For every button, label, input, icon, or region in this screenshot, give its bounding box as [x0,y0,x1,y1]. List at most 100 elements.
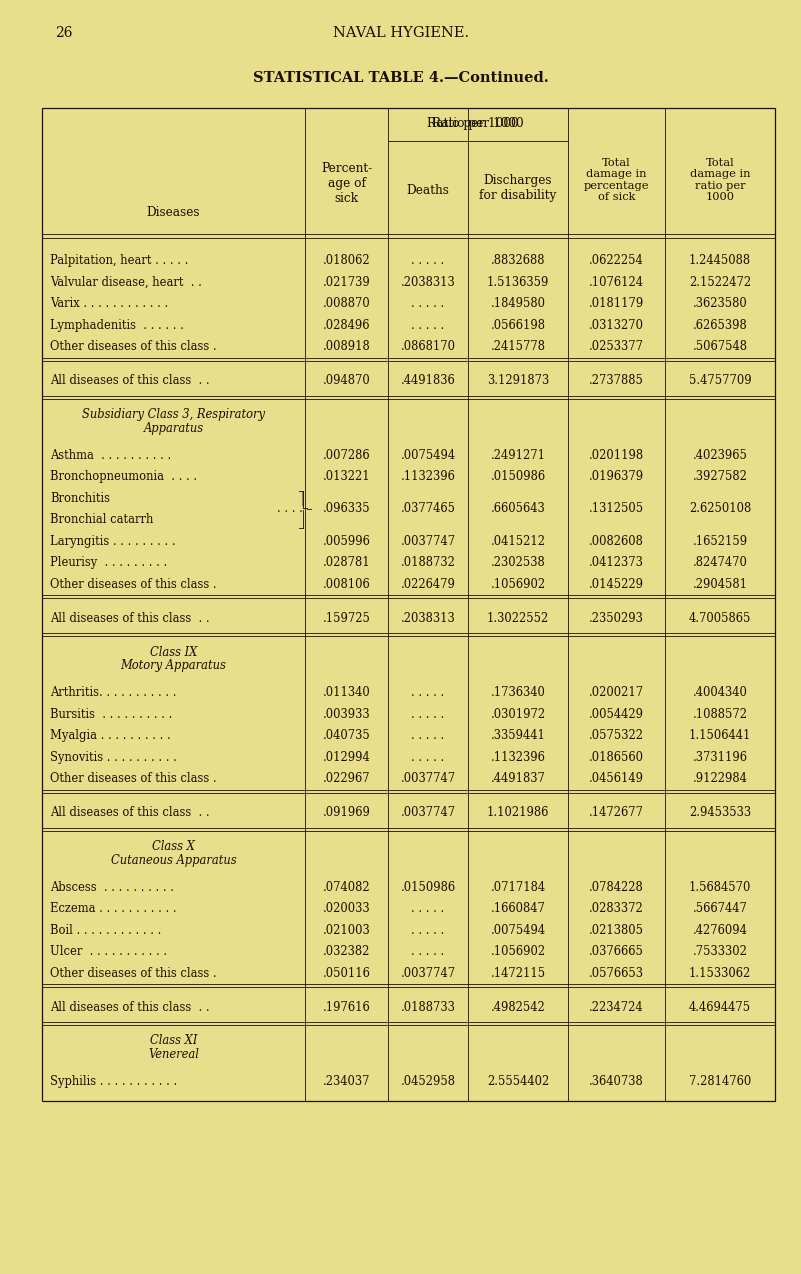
Text: 1.5136359: 1.5136359 [487,275,549,289]
Text: 1.1506441: 1.1506441 [689,729,751,743]
Text: Bronchopneumonia  . . . .: Bronchopneumonia . . . . [50,470,197,483]
Text: Boil . . . . . . . . . . . .: Boil . . . . . . . . . . . . [50,924,161,936]
Text: Other diseases of this class .: Other diseases of this class . [50,340,216,353]
Text: . . . .: . . . . [277,502,303,516]
Text: .2415778: .2415778 [490,340,545,353]
Text: .197616: .197616 [323,1001,370,1014]
Text: . . . . .: . . . . . [412,318,445,331]
Text: .0037747: .0037747 [400,535,456,548]
Text: .3359441: .3359441 [490,729,545,743]
Text: 5.4757709: 5.4757709 [689,375,751,387]
Text: .2038313: .2038313 [400,275,456,289]
Text: .0213805: .0213805 [589,924,644,936]
Text: .1660847: .1660847 [490,902,545,915]
Text: .1132396: .1132396 [490,750,545,763]
Text: .3623580: .3623580 [693,297,747,311]
Text: Total
damage in
percentage
of sick: Total damage in percentage of sick [584,158,650,203]
Text: .1652159: .1652159 [692,535,747,548]
Text: .0226479: .0226479 [400,577,456,591]
Text: .032382: .032382 [323,945,370,958]
Text: Myalgia . . . . . . . . . .: Myalgia . . . . . . . . . . [50,729,171,743]
Text: .0576653: .0576653 [589,967,644,980]
Text: Apparatus: Apparatus [143,422,203,434]
Text: .1088572: .1088572 [693,708,747,721]
Text: .018062: .018062 [323,255,370,268]
Text: All diseases of this class  . .: All diseases of this class . . [50,612,210,626]
Text: 26: 26 [55,25,73,39]
Text: Class X: Class X [152,840,195,854]
Text: .0253377: .0253377 [589,340,644,353]
Text: .1056902: .1056902 [490,945,545,958]
Text: .1132396: .1132396 [400,470,456,483]
Text: .074082: .074082 [323,880,370,894]
Text: .4491836: .4491836 [400,375,456,387]
Text: .1472677: .1472677 [589,806,644,819]
Text: .050116: .050116 [323,967,370,980]
Text: .005996: .005996 [323,535,370,548]
Text: .0301972: .0301972 [490,708,545,721]
Text: Laryngitis . . . . . . . . .: Laryngitis . . . . . . . . . [50,535,175,548]
Text: Total
damage in
ratio per
1000: Total damage in ratio per 1000 [690,158,751,203]
Text: All diseases of this class  . .: All diseases of this class . . [50,1001,210,1014]
Text: .0196379: .0196379 [589,470,644,483]
Text: .9122984: .9122984 [693,772,747,785]
Text: Varix . . . . . . . . . . . .: Varix . . . . . . . . . . . . [50,297,168,311]
Text: 2.9453533: 2.9453533 [689,806,751,819]
Text: Asthma  . . . . . . . . . .: Asthma . . . . . . . . . . [50,448,171,461]
Text: .0150986: .0150986 [400,880,456,894]
Text: .028781: .028781 [323,557,370,569]
Text: STATISTICAL TABLE 4.—Continued.: STATISTICAL TABLE 4.—Continued. [253,71,549,85]
Text: .1312505: .1312505 [589,502,644,516]
Text: .6605643: .6605643 [491,502,545,516]
Text: .0145229: .0145229 [589,577,644,591]
Text: .008918: .008918 [323,340,370,353]
Text: Ratio per 1000: Ratio per 1000 [427,116,519,130]
Text: .0037747: .0037747 [400,967,456,980]
Text: 2.6250108: 2.6250108 [689,502,751,516]
Text: Valvular disease, heart  . .: Valvular disease, heart . . [50,275,202,289]
Text: .1076124: .1076124 [589,275,644,289]
Text: Synovitis . . . . . . . . . .: Synovitis . . . . . . . . . . [50,750,177,763]
Text: .0412373: .0412373 [589,557,644,569]
Text: . . . . .: . . . . . [412,945,445,958]
Text: .0201198: .0201198 [589,448,644,461]
Text: 4.7005865: 4.7005865 [689,612,751,626]
Text: .0037747: .0037747 [400,772,456,785]
Text: .0622254: .0622254 [589,255,644,268]
Text: .0575322: .0575322 [589,729,644,743]
Text: .040735: .040735 [323,729,370,743]
Text: .008870: .008870 [323,297,370,311]
Text: .013221: .013221 [323,470,370,483]
Text: Percent-
age of
sick: Percent- age of sick [321,162,372,205]
Text: .0283372: .0283372 [589,902,644,915]
Text: 1.3022552: 1.3022552 [487,612,549,626]
Text: .0313270: .0313270 [589,318,644,331]
Text: 1.5684570: 1.5684570 [689,880,751,894]
Text: .2904581: .2904581 [693,577,747,591]
Text: Syphilis . . . . . . . . . . .: Syphilis . . . . . . . . . . . [50,1075,177,1088]
Text: .096335: .096335 [323,502,370,516]
Text: .0186560: .0186560 [589,750,644,763]
Text: .4491837: .4491837 [490,772,545,785]
Text: . . . . .: . . . . . [412,687,445,699]
Text: .2302538: .2302538 [491,557,545,569]
Text: Other diseases of this class .: Other diseases of this class . [50,577,216,591]
Text: .0566198: .0566198 [490,318,545,331]
Text: .007286: .007286 [323,448,370,461]
Text: Class XI: Class XI [150,1034,197,1047]
Text: .2350293: .2350293 [589,612,644,626]
Text: .0200217: .0200217 [589,687,644,699]
Text: .028496: .028496 [323,318,370,331]
Text: .1472115: .1472115 [490,967,545,980]
Text: .012994: .012994 [323,750,370,763]
Text: .7533302: .7533302 [693,945,747,958]
Text: Bronchitis: Bronchitis [50,492,110,505]
Text: Palpitation, heart . . . . .: Palpitation, heart . . . . . [50,255,188,268]
Text: .1056902: .1056902 [490,577,545,591]
Text: .8247470: .8247470 [693,557,747,569]
Text: .003933: .003933 [323,708,370,721]
Text: . . . . .: . . . . . [412,255,445,268]
Text: .8832688: .8832688 [491,255,545,268]
Text: .1849580: .1849580 [490,297,545,311]
Text: NAVAL HYGIENE.: NAVAL HYGIENE. [333,25,469,39]
